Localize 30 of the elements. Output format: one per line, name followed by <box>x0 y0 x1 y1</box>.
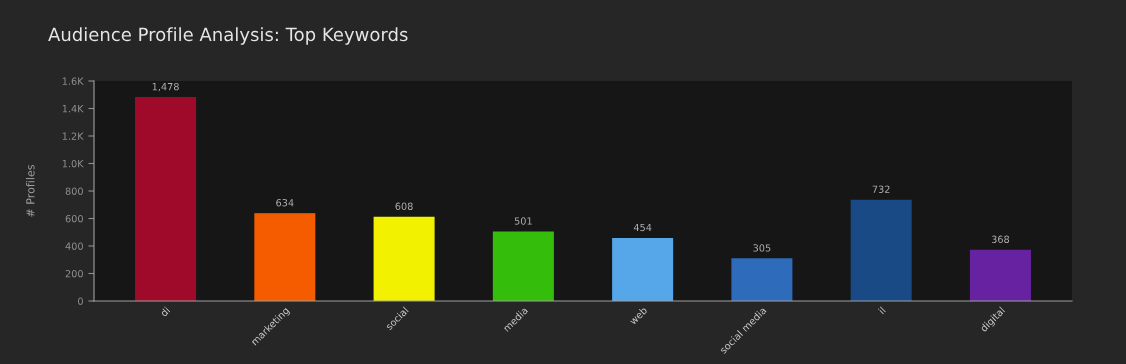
chart-title: Audience Profile Analysis: Top Keywords <box>48 27 408 45</box>
x-tick-label: web <box>628 306 648 326</box>
y-tick-label: 1.6K <box>62 77 84 85</box>
x-tick-label: di <box>159 306 171 318</box>
data-label: 368 <box>991 235 1010 243</box>
y-tick-label: 1.2K <box>62 132 84 140</box>
bar <box>492 231 554 301</box>
y-tick-label: 0 <box>78 297 83 305</box>
y-tick-label: 1.4K <box>62 105 84 113</box>
y-tick-label: 600 <box>65 214 83 223</box>
bar <box>373 216 435 301</box>
data-label: 1,478 <box>152 82 179 92</box>
bar <box>135 97 197 301</box>
bar <box>254 213 316 301</box>
data-label: 732 <box>872 185 890 193</box>
y-tick-label: 1.0K <box>62 159 84 168</box>
data-label: 305 <box>753 244 771 252</box>
y-tick-label: 200 <box>65 269 83 278</box>
data-label: 608 <box>395 202 413 210</box>
data-label: 454 <box>633 223 652 232</box>
data-label: 634 <box>276 199 294 207</box>
y-axis-title: # Profiles <box>25 164 35 217</box>
x-tick-label: il <box>878 306 886 315</box>
bar <box>969 249 1031 301</box>
bar <box>731 258 793 301</box>
bar <box>612 237 674 301</box>
bar <box>850 199 912 301</box>
y-tick-label: 800 <box>65 187 83 195</box>
data-label: 501 <box>514 217 532 225</box>
y-tick-label: 400 <box>65 242 83 250</box>
